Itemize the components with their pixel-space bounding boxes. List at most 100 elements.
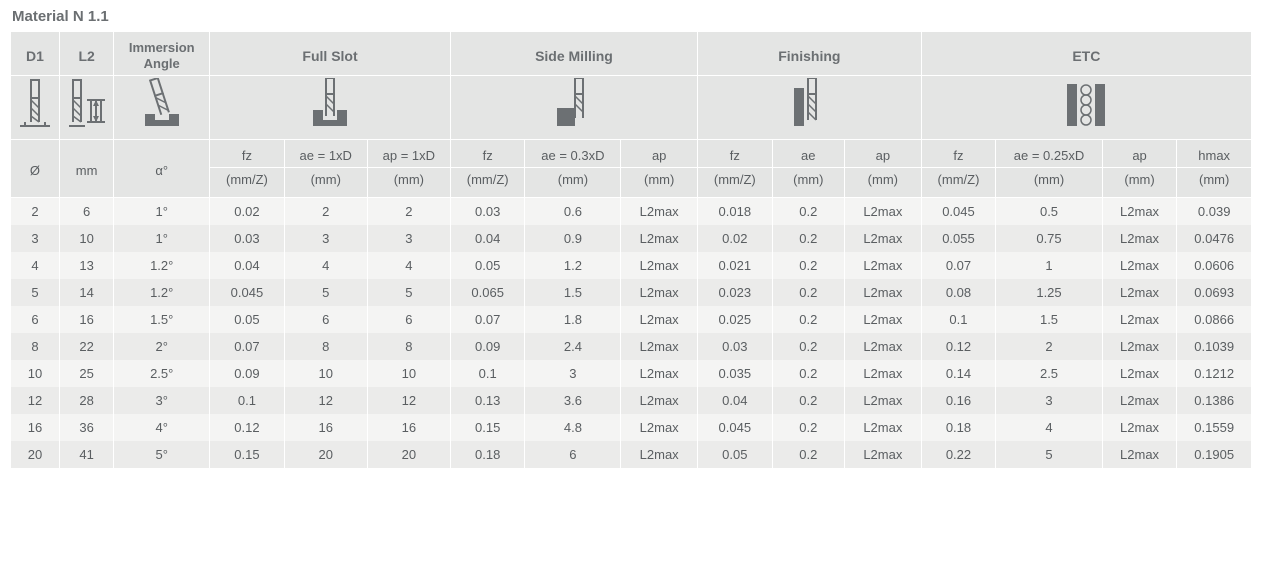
table-row: 16364°0.1216160.154.8L2max0.0450.2L2max0…: [11, 414, 1252, 441]
unit-sm-ap: (mm): [621, 168, 698, 198]
table-row: 5141.2°0.045550.0651.5L2max0.0230.2L2max…: [11, 279, 1252, 306]
cell-e_ap: L2max: [1102, 441, 1177, 468]
table-row: 8222°0.07880.092.4L2max0.030.2L2max0.122…: [11, 333, 1252, 360]
cell-d1: 4: [11, 252, 60, 279]
cell-sm_ae: 1.2: [525, 252, 621, 279]
cell-d1: 10: [11, 360, 60, 387]
sub-fn-ap: ap: [845, 140, 922, 168]
cell-e_ap: L2max: [1102, 360, 1177, 387]
cell-sm_ae: 6: [525, 441, 621, 468]
cell-sm_ap: L2max: [621, 441, 698, 468]
cell-fs_ae: 20: [284, 441, 367, 468]
cell-l2: 6: [59, 198, 113, 226]
cell-fs_ap: 16: [367, 414, 450, 441]
cell-l2: 22: [59, 333, 113, 360]
cell-l2: 13: [59, 252, 113, 279]
cell-fs_ap: 12: [367, 387, 450, 414]
cell-e_h: 0.1559: [1177, 414, 1252, 441]
cell-ang: 3°: [114, 387, 210, 414]
cell-fs_ap: 8: [367, 333, 450, 360]
cell-e_ap: L2max: [1102, 333, 1177, 360]
cell-e_h: 0.039: [1177, 198, 1252, 226]
cell-e_h: 0.0606: [1177, 252, 1252, 279]
cell-sm_ap: L2max: [621, 252, 698, 279]
cell-fn_ae: 0.2: [772, 225, 844, 252]
cell-fn_fz: 0.05: [698, 441, 773, 468]
sub-fs-ap: ap = 1xD: [367, 140, 450, 168]
sub-fn-ae: ae: [772, 140, 844, 168]
cell-fs_ae: 12: [284, 387, 367, 414]
cell-fn_ap: L2max: [845, 441, 922, 468]
cell-fn_ae: 0.2: [772, 387, 844, 414]
cell-fn_fz: 0.02: [698, 225, 773, 252]
cell-fn_fz: 0.025: [698, 306, 773, 333]
cell-fs_fz: 0.07: [210, 333, 285, 360]
cell-e_h: 0.0693: [1177, 279, 1252, 306]
page-title: Material N 1.1: [12, 8, 1252, 25]
cell-fs_fz: 0.03: [210, 225, 285, 252]
cell-fn_fz: 0.035: [698, 360, 773, 387]
sub-fs-fz: fz: [210, 140, 285, 168]
cell-fs_ae: 10: [284, 360, 367, 387]
cell-ang: 2°: [114, 333, 210, 360]
cell-e_ae: 0.5: [996, 198, 1103, 226]
cell-l2: 41: [59, 441, 113, 468]
cell-sm_fz: 0.09: [450, 333, 525, 360]
cell-fs_ap: 5: [367, 279, 450, 306]
cell-fn_ae: 0.2: [772, 441, 844, 468]
sub-e-ae: ae = 0.25xD: [996, 140, 1103, 168]
cell-d1: 8: [11, 333, 60, 360]
cell-d1: 12: [11, 387, 60, 414]
cell-d1: 6: [11, 306, 60, 333]
cell-e_fz: 0.045: [921, 198, 996, 226]
cell-fs_ap: 20: [367, 441, 450, 468]
cell-e_ae: 1.5: [996, 306, 1103, 333]
cell-e_fz: 0.1: [921, 306, 996, 333]
cell-l2: 16: [59, 306, 113, 333]
cell-sm_ap: L2max: [621, 279, 698, 306]
cell-sm_fz: 0.05: [450, 252, 525, 279]
cell-e_ap: L2max: [1102, 198, 1177, 226]
cell-fs_ae: 2: [284, 198, 367, 226]
unit-e-ae: (mm): [996, 168, 1103, 198]
cell-sm_fz: 0.065: [450, 279, 525, 306]
sub-sm-fz: fz: [450, 140, 525, 168]
col-d1-label: D1: [11, 32, 60, 76]
cell-sm_ap: L2max: [621, 414, 698, 441]
cell-fn_ae: 0.2: [772, 360, 844, 387]
cell-fn_fz: 0.023: [698, 279, 773, 306]
cutting-data-table: D1 L2 Immersion Angle Full Slot Side Mil…: [10, 31, 1252, 468]
cell-d1: 20: [11, 441, 60, 468]
table-row: 261°0.02220.030.6L2max0.0180.2L2max0.045…: [11, 198, 1252, 226]
cell-fn_ap: L2max: [845, 279, 922, 306]
cell-fn_ae: 0.2: [772, 414, 844, 441]
cell-l2: 25: [59, 360, 113, 387]
sub-diameter: Ø: [11, 140, 60, 198]
cell-ang: 4°: [114, 414, 210, 441]
cell-e_fz: 0.07: [921, 252, 996, 279]
table-row: 3101°0.03330.040.9L2max0.020.2L2max0.055…: [11, 225, 1252, 252]
cell-ang: 1.5°: [114, 306, 210, 333]
unit-sm-fz: (mm/Z): [450, 168, 525, 198]
unit-sm-ae: (mm): [525, 168, 621, 198]
unit-fs-ae: (mm): [284, 168, 367, 198]
group-full-slot: Full Slot: [210, 32, 451, 76]
cell-e_fz: 0.14: [921, 360, 996, 387]
table-row: 6161.5°0.05660.071.8L2max0.0250.2L2max0.…: [11, 306, 1252, 333]
cell-d1: 2: [11, 198, 60, 226]
table-row: 12283°0.112120.133.6L2max0.040.2L2max0.1…: [11, 387, 1252, 414]
cell-sm_ae: 0.9: [525, 225, 621, 252]
cell-e_ap: L2max: [1102, 306, 1177, 333]
table-row: 10252.5°0.0910100.13L2max0.0350.2L2max0.…: [11, 360, 1252, 387]
cell-fs_ap: 4: [367, 252, 450, 279]
cell-e_ap: L2max: [1102, 225, 1177, 252]
unit-fn-ae: (mm): [772, 168, 844, 198]
cell-fs_fz: 0.1: [210, 387, 285, 414]
cell-fs_ap: 10: [367, 360, 450, 387]
cell-fn_ap: L2max: [845, 252, 922, 279]
cell-sm_ap: L2max: [621, 306, 698, 333]
cell-fn_ae: 0.2: [772, 306, 844, 333]
cell-ang: 1.2°: [114, 279, 210, 306]
cell-fs_fz: 0.02: [210, 198, 285, 226]
cell-l2: 10: [59, 225, 113, 252]
